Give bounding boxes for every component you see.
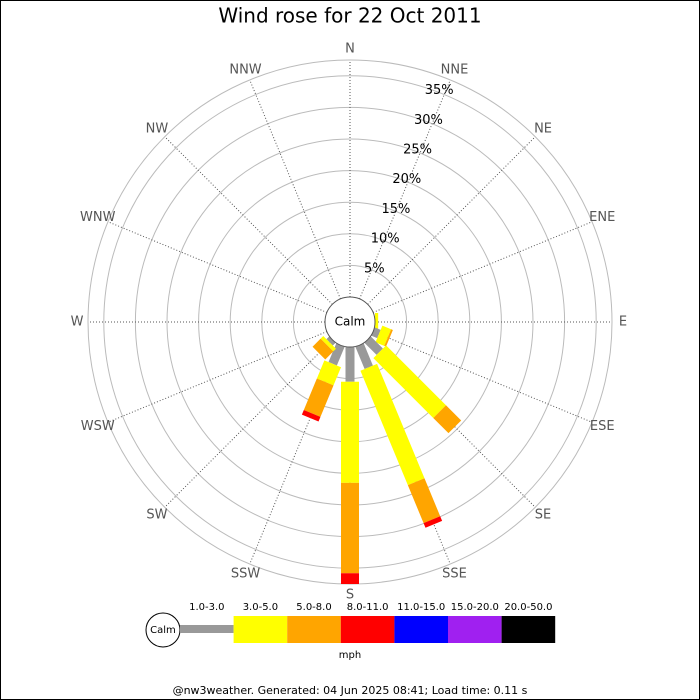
spoke [359, 79, 451, 300]
legend-label: 1.0-3.0 [189, 602, 224, 613]
direction-label: SE [535, 508, 551, 523]
legend-calm-label: Calm [150, 625, 176, 636]
spoke [367, 136, 536, 305]
direction-label: N [345, 42, 355, 57]
r-tick-label: 10% [371, 232, 400, 247]
direction-label: NNW [229, 62, 261, 77]
direction-label: NW [146, 121, 169, 136]
direction-label: ESE [590, 419, 615, 434]
spoke [372, 221, 593, 313]
r-tick-label: 20% [392, 172, 421, 187]
spoke [164, 136, 333, 305]
legend-label: 8.0-11.0 [347, 602, 389, 613]
bar-segment [301, 409, 321, 422]
spoke [372, 331, 593, 423]
direction-label: NE [534, 121, 552, 136]
legend-swatch [287, 616, 341, 643]
r-tick-label: 5% [364, 261, 385, 276]
bar-segment [433, 405, 462, 434]
spoke [107, 221, 328, 313]
legend-label: 20.0-50.0 [504, 602, 552, 613]
calm-circle [324, 296, 376, 348]
bar-segment [328, 343, 345, 366]
bar-segment [371, 327, 381, 339]
direction-label: W [71, 315, 84, 330]
bar-segment [326, 336, 336, 346]
bar-segment [373, 345, 446, 418]
legend-unit: mph [339, 650, 361, 661]
bar-segment [303, 378, 334, 417]
direction-label: WSW [81, 419, 115, 434]
direction-label: SSE [442, 567, 467, 582]
legend-label: 5.0-8.0 [296, 602, 331, 613]
r-tick-label: 35% [425, 83, 454, 98]
legend-swatch [180, 625, 234, 633]
bar-segment [320, 335, 337, 352]
direction-label: S [346, 588, 354, 603]
bar-segment [312, 338, 334, 360]
legend-label: 15.0-20.0 [451, 602, 499, 613]
direction-label: E [619, 315, 627, 330]
bar-segment [364, 336, 383, 355]
bar-segment [360, 363, 425, 486]
bar-segment [407, 478, 441, 524]
bar-segment [375, 325, 392, 346]
r-tick-label: 15% [382, 202, 411, 217]
legend: 1.0-3.0 3.0-5.0 5.0-8.0 8.0-11.0 11.0-15.0 15… [180, 602, 556, 643]
footer: @nw3weather. Generated: 04 Jun 2025 08:4… [173, 684, 528, 697]
legend-swatch [340, 616, 395, 643]
bar-segment [316, 360, 342, 386]
r-tick-label: 30% [414, 113, 443, 128]
bar-segment [355, 343, 373, 370]
bars [301, 313, 462, 584]
spoke [107, 331, 328, 423]
spoke [164, 339, 333, 508]
direction-label: NNE [441, 62, 469, 77]
r-tick-label: 25% [403, 143, 432, 158]
direction-label: SW [146, 508, 167, 523]
legend-swatch [501, 616, 556, 643]
legend-swatch [233, 616, 288, 643]
direction-label: ENE [589, 210, 615, 225]
bar-segment [423, 516, 443, 528]
direction-label: SSW [231, 567, 261, 582]
direction-label: WNW [80, 210, 116, 225]
calm-label: Calm [335, 315, 366, 329]
spoke [249, 79, 341, 300]
chart-title: Wind rose for 22 Oct 2011 [218, 4, 481, 28]
bar-segment [384, 329, 393, 347]
legend-swatch [448, 616, 502, 643]
legend-label: 3.0-5.0 [243, 602, 278, 613]
legend-swatch [394, 616, 448, 643]
legend-label: 11.0-15.0 [397, 602, 445, 613]
